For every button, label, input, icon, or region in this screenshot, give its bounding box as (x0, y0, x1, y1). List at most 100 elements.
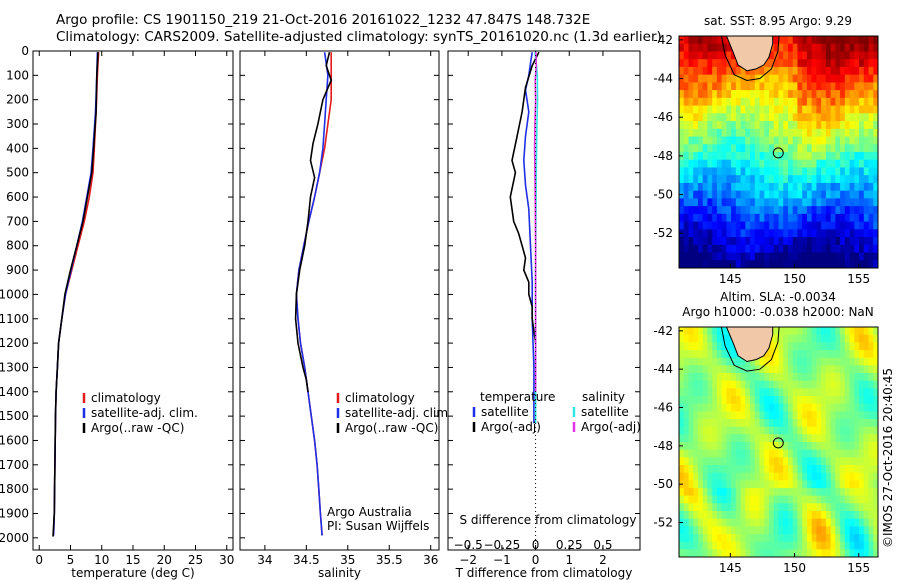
sla-map-cell (688, 480, 694, 489)
sst-map-cell (806, 105, 813, 114)
sla-map-cell (740, 411, 746, 420)
sst-map-cell (816, 113, 822, 122)
sst-map-ytick-label: -50 (653, 188, 673, 202)
sla-map-cell (849, 327, 855, 336)
sla-map-cell (863, 488, 870, 497)
sst-map-cell (721, 190, 727, 199)
sst-map-cell (830, 97, 836, 107)
sla-map-cell (825, 396, 832, 405)
sst-map-cell (859, 182, 865, 192)
sla-map-cell (735, 457, 742, 466)
sla-map-cell (868, 480, 874, 489)
sla-map-cell (759, 472, 765, 481)
sla-map-ytick-label: -52 (653, 516, 673, 530)
sst-map-cell (816, 82, 822, 91)
sst-map-cell (792, 66, 798, 76)
sla-map-cell (679, 534, 685, 543)
sla-map-cell (740, 396, 746, 405)
sst-map-cell (873, 175, 879, 184)
sst-map-cell (778, 159, 784, 168)
sla-map-cell (778, 541, 784, 550)
sst-map-cell (806, 90, 813, 99)
sst-map-cell (802, 43, 808, 52)
sst-map-cell (859, 36, 865, 45)
sla-map-cell (702, 495, 708, 504)
sst-map-cell (688, 229, 694, 238)
sla-map-cell (759, 549, 765, 558)
sla-map-cell (702, 357, 708, 366)
sst-map-cell (821, 252, 827, 261)
sla-map-cell (702, 534, 708, 543)
sst-map-cell (806, 260, 813, 269)
sst-map-cell (735, 90, 742, 99)
salinity-legend-label: climatology (345, 391, 415, 405)
sst-map-cell (721, 128, 727, 138)
sla-map-cell (863, 480, 870, 489)
sla-map-cell (821, 403, 827, 412)
sst-map-cell (735, 113, 742, 122)
sla-map-cell (764, 403, 770, 412)
sst-map-cell (825, 36, 832, 45)
sla-map-cell (792, 426, 798, 435)
sla-map-cell (802, 357, 808, 366)
sst-map-cell (712, 82, 718, 91)
sst-map-cell (759, 152, 765, 161)
sla-map-cell (726, 403, 732, 412)
sla-map-cell (806, 403, 813, 412)
sla-map-xtick-label: 150 (783, 561, 806, 575)
sst-map-cell (712, 221, 718, 230)
sla-map-cell (783, 495, 789, 504)
temperature-xtick-label: 0 (35, 553, 43, 567)
sst-map-cell (830, 221, 836, 230)
sst-map-cell (750, 252, 756, 261)
sst-map-cell (830, 128, 836, 138)
sla-map-cell (783, 472, 789, 481)
sla-map-cell (721, 350, 727, 359)
sst-map-cell (735, 136, 742, 145)
sst-map-cell (825, 105, 832, 114)
difference-xlabel: T difference from climatology (455, 566, 633, 580)
sla-map-cell (844, 365, 851, 374)
sla-map-cell (773, 403, 779, 412)
sst-map-cell (821, 182, 827, 192)
sla-map-cell (769, 350, 775, 359)
sla-map-cell (821, 465, 827, 474)
sst-map-cell (835, 260, 841, 269)
sla-map-cell (825, 388, 832, 397)
sla-map-cell (754, 480, 761, 489)
sst-map-cell (688, 74, 694, 83)
sla-map-cell (863, 380, 870, 389)
sst-map-cell (759, 144, 765, 153)
sst-map-cell (745, 113, 751, 122)
sla-map-cell (873, 549, 879, 558)
sla-map-cell (844, 457, 851, 466)
sst-map-cell (830, 167, 836, 176)
sst-map-cell (735, 105, 742, 114)
sla-map-cell (863, 388, 870, 397)
sla-map-cell (849, 518, 855, 527)
sla-map-cell (868, 342, 874, 351)
sla-map-cell (792, 503, 798, 512)
sla-map-cell (835, 380, 841, 389)
sst-map-cell (806, 59, 813, 68)
sst-map-cell (764, 260, 770, 269)
sst-map-cell (764, 198, 770, 207)
difference-xtick-label: 2 (599, 553, 607, 567)
sla-map-cell (679, 334, 685, 343)
temperature-ytick-label: 0 (21, 44, 29, 58)
sla-map-cell (712, 442, 718, 451)
sst-map-cell (745, 252, 751, 261)
sst-map-cell (797, 51, 803, 60)
sla-map-cell (679, 449, 685, 458)
sst-map-cell (787, 221, 794, 230)
sla-map-cell (693, 357, 699, 366)
sla-map-cell (679, 388, 685, 397)
sla-map-cell (688, 350, 694, 359)
sst-map-cell (787, 36, 794, 45)
sla-map-cell (740, 549, 746, 558)
sla-map-cell (863, 357, 870, 366)
sst-map-cell (721, 182, 727, 192)
sst-map-cell (702, 59, 708, 68)
sla-map-cell (778, 388, 784, 397)
